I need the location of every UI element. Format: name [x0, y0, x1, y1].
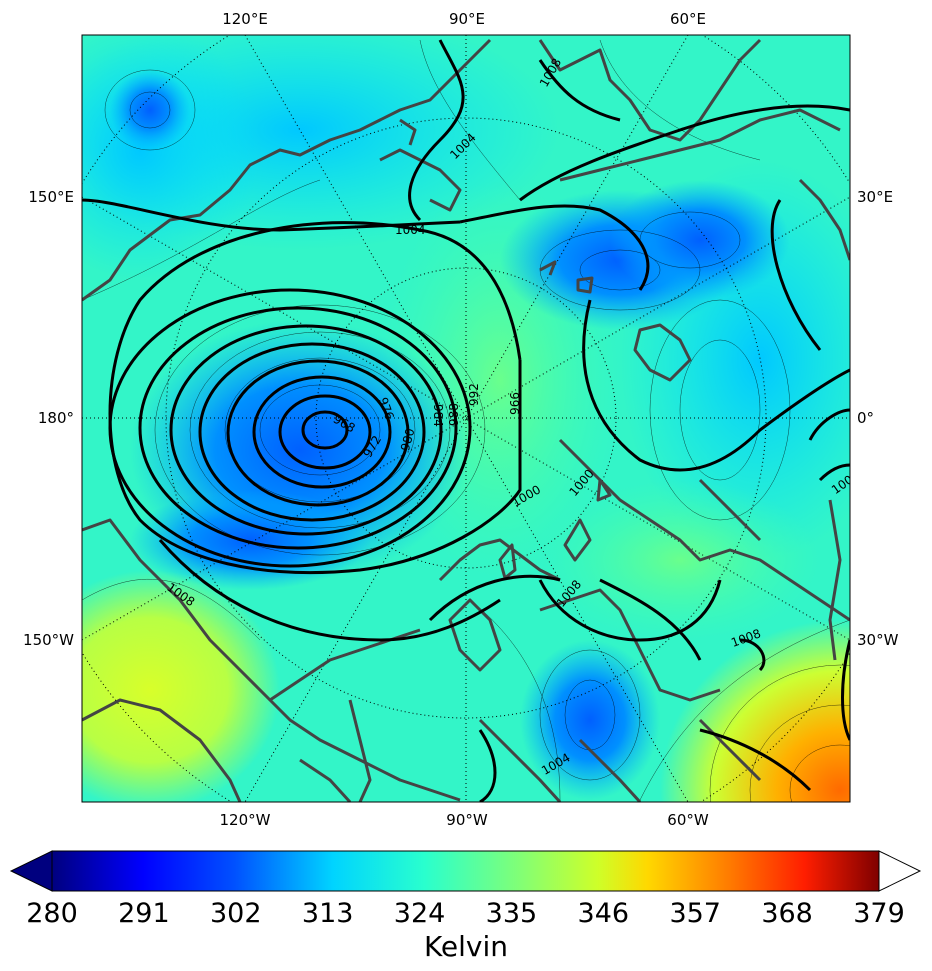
lon-label: 0°: [857, 409, 874, 427]
colorbar-tick-label: 368: [761, 898, 813, 929]
colorbar-tick-label: 302: [210, 898, 262, 929]
longitude-labels-right: 30°E 0° 30°W: [857, 188, 899, 649]
colorbar-extend-low: [9, 850, 53, 892]
graticule: [82, 35, 850, 802]
lon-label: 150°E: [28, 188, 74, 206]
colorbar-tick-label: 346: [578, 898, 630, 929]
lon-label: 120°E: [222, 10, 268, 28]
colorbar-tick-label: 291: [118, 898, 170, 929]
lon-label: 150°W: [23, 631, 74, 649]
warm-region-southwest: [82, 570, 280, 802]
colorbar-title: Kelvin: [424, 930, 508, 963]
green-region-southeast: [540, 480, 820, 640]
lon-label: 180°: [38, 409, 74, 427]
contour-label: 1004: [395, 223, 426, 237]
contour-label: 996: [507, 392, 521, 415]
colorbar-tick-label: 324: [394, 898, 446, 929]
longitude-labels-top: 120°E 90°E 60°E: [222, 10, 706, 28]
pressure-contours: [82, 39, 850, 802]
map-frame: [81, 34, 851, 803]
colorbar-extend-high: [878, 850, 922, 892]
colorbar-tick-label: 280: [26, 898, 78, 929]
contour-label: 984: [431, 404, 445, 427]
blue-region-east: [610, 180, 790, 300]
lon-label: 60°E: [670, 10, 706, 28]
colorbar-tick-label: 335: [486, 898, 538, 929]
lon-label: 90°E: [449, 10, 485, 28]
lon-label: 30°E: [857, 188, 893, 206]
lon-label: 120°W: [220, 811, 271, 829]
isotherm-contours: [82, 39, 850, 802]
colorbar-tick-label: 313: [302, 898, 354, 929]
contour-label: 988: [447, 403, 461, 426]
lon-label: 30°W: [857, 631, 899, 649]
colorbar-tick-label: 379: [853, 898, 905, 929]
warm-region-southeast: [660, 620, 850, 802]
contour-label: 992: [467, 383, 481, 406]
coastlines: [82, 38, 850, 802]
colorbar-tick-label: 357: [669, 898, 721, 929]
colorbar: 280 291 302 313 324 335 346 357 368 379 Kelvin: [9, 850, 922, 963]
lon-label: 60°W: [667, 811, 709, 829]
longitude-labels-bottom: 120°W 90°W 60°W: [220, 811, 709, 829]
map-panel: 968 972 976 980 984 988 992 996 1000 100…: [82, 35, 850, 802]
colorbar-ticks: 280 291 302 313 324 335 346 357 368 379: [26, 898, 905, 929]
contour-label: 980: [398, 427, 417, 453]
longitude-labels-left: 150°E 180° 150°W: [23, 188, 74, 649]
blue-region-northwest: [110, 70, 190, 150]
colorbar-gradient: [51, 850, 880, 892]
lon-label: 90°W: [446, 811, 488, 829]
blue-region-south: [520, 640, 660, 800]
